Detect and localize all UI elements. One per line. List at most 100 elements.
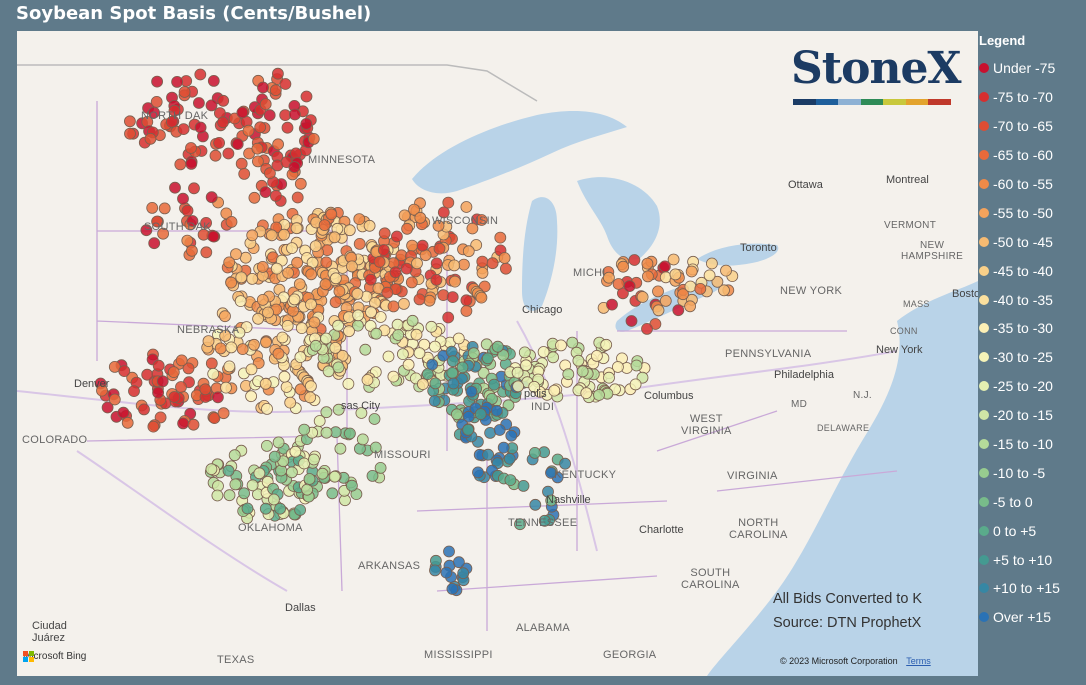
basis-point[interactable] — [211, 489, 224, 502]
basis-point[interactable] — [475, 214, 488, 226]
basis-point[interactable] — [460, 201, 473, 213]
basis-point[interactable] — [672, 304, 685, 317]
basis-point[interactable] — [450, 408, 463, 421]
basis-point[interactable] — [694, 282, 707, 295]
basis-point[interactable] — [408, 203, 420, 216]
basis-point[interactable] — [636, 291, 649, 303]
basis-point[interactable] — [236, 106, 249, 119]
basis-point[interactable] — [276, 331, 289, 344]
basis-point[interactable] — [309, 240, 322, 253]
basis-point[interactable] — [288, 293, 301, 306]
basis-point[interactable] — [303, 473, 316, 485]
basis-point[interactable] — [685, 265, 698, 278]
basis-point[interactable] — [603, 271, 615, 284]
basis-point[interactable] — [499, 262, 512, 275]
basis-point[interactable] — [274, 502, 287, 515]
basis-point[interactable] — [465, 385, 478, 398]
basis-point[interactable] — [245, 363, 258, 376]
basis-point[interactable] — [236, 343, 249, 356]
basis-point[interactable] — [282, 266, 295, 279]
basis-point[interactable] — [370, 327, 383, 340]
basis-point[interactable] — [462, 423, 475, 436]
basis-point[interactable] — [181, 204, 194, 217]
basis-point[interactable] — [353, 237, 366, 250]
basis-point[interactable] — [381, 286, 394, 299]
basis-point[interactable] — [328, 470, 341, 483]
basis-point[interactable] — [416, 239, 429, 252]
basis-point[interactable] — [225, 341, 238, 354]
basis-point[interactable] — [242, 124, 255, 137]
basis-point[interactable] — [256, 293, 269, 306]
basis-point[interactable] — [498, 252, 511, 264]
basis-point[interactable] — [462, 410, 475, 423]
basis-point[interactable] — [387, 370, 400, 383]
basis-point[interactable] — [185, 244, 198, 257]
basis-point[interactable] — [397, 297, 410, 310]
basis-point[interactable] — [146, 201, 159, 214]
basis-point[interactable] — [320, 406, 333, 419]
basis-point[interactable] — [482, 448, 495, 461]
basis-point[interactable] — [290, 147, 302, 160]
basis-point[interactable] — [382, 350, 395, 363]
basis-point[interactable] — [429, 564, 441, 577]
basis-point[interactable] — [428, 395, 441, 407]
basis-point[interactable] — [369, 441, 382, 454]
basis-point[interactable] — [430, 273, 443, 286]
basis-point[interactable] — [156, 375, 169, 388]
basis-point[interactable] — [703, 269, 716, 282]
basis-point[interactable] — [390, 230, 403, 243]
basis-point[interactable] — [225, 276, 238, 289]
basis-point[interactable] — [356, 433, 369, 446]
basis-point[interactable] — [168, 391, 181, 403]
basis-point[interactable] — [368, 413, 381, 425]
basis-point[interactable] — [642, 270, 654, 283]
basis-point[interactable] — [720, 264, 732, 277]
basis-point[interactable] — [185, 142, 197, 154]
basis-point[interactable] — [298, 457, 311, 470]
basis-point[interactable] — [288, 108, 301, 121]
basis-point[interactable] — [223, 360, 236, 373]
basis-point[interactable] — [472, 466, 484, 479]
basis-point[interactable] — [272, 436, 285, 449]
basis-point[interactable] — [548, 384, 561, 397]
basis-point[interactable] — [167, 366, 180, 379]
basis-point[interactable] — [466, 222, 479, 235]
basis-point[interactable] — [128, 385, 140, 398]
basis-point[interactable] — [511, 366, 524, 379]
basis-point[interactable] — [477, 366, 490, 379]
basis-point[interactable] — [410, 328, 423, 341]
basis-point[interactable] — [200, 216, 213, 229]
basis-point[interactable] — [320, 332, 333, 345]
basis-point[interactable] — [259, 502, 272, 515]
basis-point[interactable] — [305, 268, 318, 281]
basis-point[interactable] — [200, 246, 213, 259]
basis-point[interactable] — [313, 415, 326, 427]
basis-point[interactable] — [437, 206, 450, 219]
basis-point[interactable] — [491, 340, 504, 353]
basis-point[interactable] — [300, 118, 313, 130]
basis-point[interactable] — [411, 257, 423, 270]
basis-point[interactable] — [251, 155, 264, 168]
basis-point[interactable] — [209, 149, 222, 162]
basis-point[interactable] — [305, 298, 317, 311]
basis-point[interactable] — [467, 347, 480, 360]
basis-point[interactable] — [366, 469, 379, 482]
basis-point[interactable] — [169, 181, 181, 194]
basis-point[interactable] — [246, 479, 259, 492]
basis-point[interactable] — [168, 104, 181, 117]
basis-point[interactable] — [345, 260, 358, 273]
basis-point[interactable] — [538, 514, 551, 527]
basis-point[interactable] — [396, 348, 409, 361]
basis-point[interactable] — [387, 300, 400, 313]
basis-point[interactable] — [320, 256, 333, 269]
basis-point[interactable] — [365, 306, 377, 319]
basis-point[interactable] — [124, 127, 136, 140]
basis-point[interactable] — [600, 338, 613, 351]
basis-point[interactable] — [497, 349, 510, 362]
basis-point[interactable] — [270, 262, 283, 275]
basis-point[interactable] — [328, 231, 341, 244]
basis-point[interactable] — [238, 487, 251, 500]
basis-point[interactable] — [272, 347, 285, 360]
basis-point[interactable] — [352, 309, 365, 322]
map-view[interactable]: NORTH DAK SOUTH DAK NEBRASKA MINNESOTA W… — [17, 31, 978, 676]
